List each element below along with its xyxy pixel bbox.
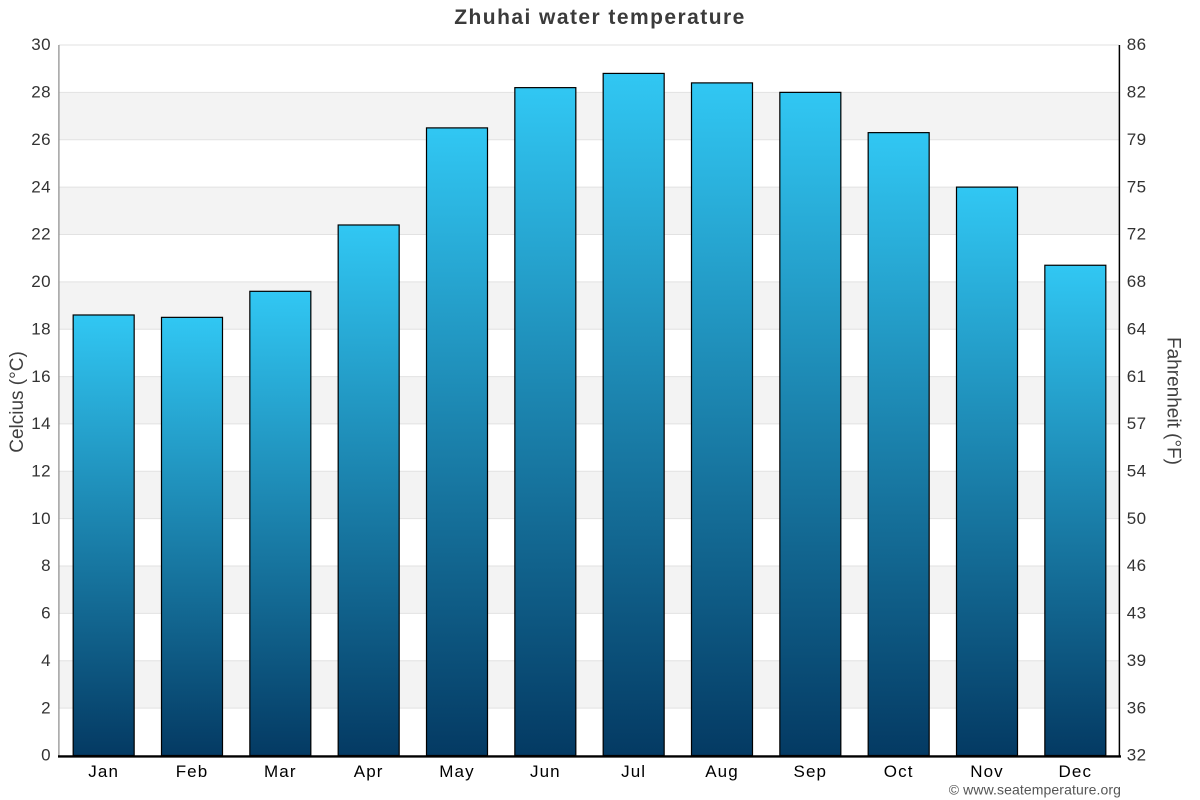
svg-text:22: 22 [31, 225, 51, 244]
svg-text:0: 0 [41, 746, 51, 765]
svg-text:30: 30 [31, 35, 51, 54]
svg-text:May: May [439, 762, 474, 781]
svg-text:Sep: Sep [794, 762, 828, 781]
svg-text:64: 64 [1127, 319, 1147, 338]
svg-text:4: 4 [41, 651, 51, 670]
svg-text:79: 79 [1127, 130, 1147, 149]
svg-text:72: 72 [1127, 225, 1147, 244]
svg-text:20: 20 [31, 272, 51, 291]
svg-text:36: 36 [1127, 698, 1147, 717]
svg-text:Apr: Apr [354, 762, 384, 781]
svg-text:Jun: Jun [530, 762, 561, 781]
svg-text:Aug: Aug [705, 762, 739, 781]
svg-text:8: 8 [41, 556, 51, 575]
svg-text:32: 32 [1127, 746, 1147, 765]
svg-text:Oct: Oct [884, 762, 914, 781]
svg-text:Mar: Mar [264, 762, 297, 781]
svg-text:© www.seatemperature.org: © www.seatemperature.org [949, 782, 1121, 798]
svg-text:50: 50 [1127, 509, 1147, 528]
svg-text:26: 26 [31, 130, 51, 149]
svg-text:Jul: Jul [621, 762, 646, 781]
svg-text:54: 54 [1127, 462, 1147, 481]
svg-text:Zhuhai water temperature: Zhuhai water temperature [454, 6, 746, 29]
svg-text:Nov: Nov [970, 762, 1004, 781]
svg-text:12: 12 [31, 462, 51, 481]
svg-text:Fahrenheit (°F): Fahrenheit (°F) [1163, 337, 1184, 465]
svg-text:14: 14 [31, 414, 51, 433]
svg-text:82: 82 [1127, 83, 1147, 102]
svg-text:Celcius (°C): Celcius (°C) [7, 351, 28, 453]
svg-text:24: 24 [31, 177, 51, 196]
svg-text:68: 68 [1127, 272, 1147, 291]
svg-text:39: 39 [1127, 651, 1147, 670]
svg-text:75: 75 [1127, 177, 1147, 196]
svg-text:61: 61 [1127, 367, 1147, 386]
svg-text:18: 18 [31, 319, 51, 338]
svg-text:43: 43 [1127, 604, 1147, 623]
svg-text:57: 57 [1127, 414, 1147, 433]
svg-text:2: 2 [41, 698, 51, 717]
svg-text:86: 86 [1127, 35, 1147, 54]
svg-text:Feb: Feb [176, 762, 209, 781]
svg-text:46: 46 [1127, 556, 1147, 575]
svg-text:10: 10 [31, 509, 51, 528]
svg-text:28: 28 [31, 83, 51, 102]
svg-text:16: 16 [31, 367, 51, 386]
svg-text:Jan: Jan [88, 762, 119, 781]
svg-text:6: 6 [41, 604, 51, 623]
svg-text:Dec: Dec [1059, 762, 1093, 781]
